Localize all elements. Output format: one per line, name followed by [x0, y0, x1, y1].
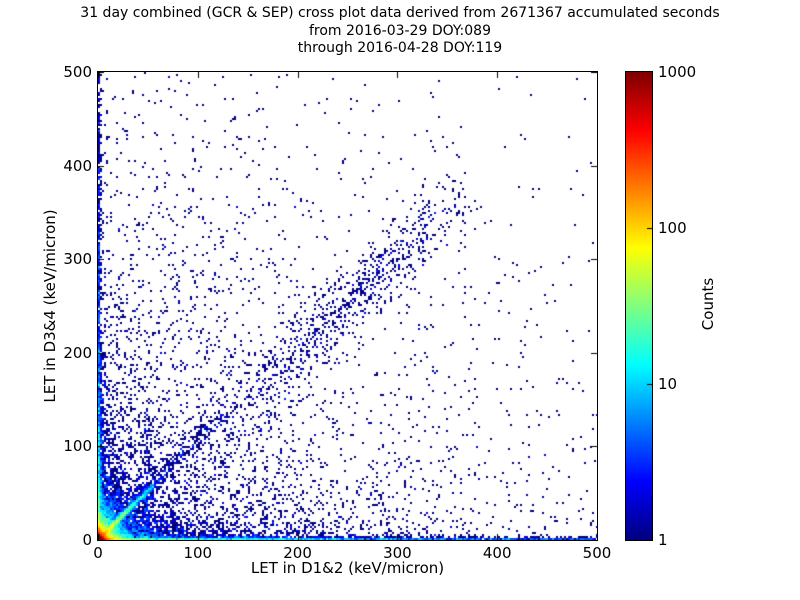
x-axis-tick-label: 300 [383, 544, 412, 562]
figure-title: 31 day combined (GCR & SEP) cross plot d… [0, 5, 800, 58]
x-axis-title: LET in D1&2 (keV/micron) [250, 559, 445, 577]
y-axis-tick-label: 200 [63, 343, 92, 362]
y-axis-tick-label: 0 [82, 531, 92, 549]
colorbar-tick-label: 10 [658, 375, 678, 393]
x-axis-tick-label: 100 [183, 544, 213, 562]
scatter-density-plot [98, 72, 597, 540]
figure-title-line1: 31 day combined (GCR & SEP) cross plot d… [80, 5, 720, 21]
colorbar-tick-label: 1000 [658, 63, 697, 81]
x-axis-tick-label: 0 [93, 544, 103, 562]
colorbar [626, 72, 652, 540]
y-axis-title: LET in D3&4 (keV/micron) [41, 209, 59, 403]
x-axis-tick-label: 500 [582, 544, 612, 562]
y-axis-tick-label: 500 [63, 63, 92, 81]
colorbar-tick-label: 100 [658, 219, 687, 237]
colorbar-tick-label: 1 [658, 531, 668, 549]
y-axis-tick-label: 100 [63, 437, 92, 456]
figure-title-line3: through 2016-04-28 DOY:119 [297, 40, 503, 56]
x-axis-tick-label: 400 [482, 544, 512, 562]
figure-title-line2: from 2016-03-29 DOY:089 [308, 22, 491, 39]
colorbar-title: Counts [699, 277, 717, 331]
x-axis-tick-label: 200 [283, 544, 312, 562]
y-axis-tick-label: 300 [63, 250, 92, 269]
y-axis-tick-label: 400 [63, 156, 92, 175]
